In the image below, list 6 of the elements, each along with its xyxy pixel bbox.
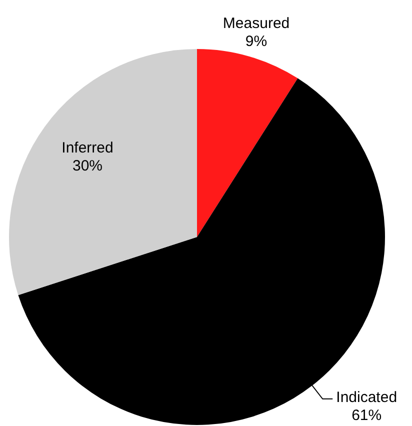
data-label: 9% <box>245 33 268 50</box>
slice-label: Measured <box>222 15 290 32</box>
data-label: 61% <box>352 407 382 424</box>
data-label: 30% <box>72 158 103 175</box>
slice-label: Indicated <box>336 389 398 406</box>
slice-label: Inferred <box>62 140 114 157</box>
